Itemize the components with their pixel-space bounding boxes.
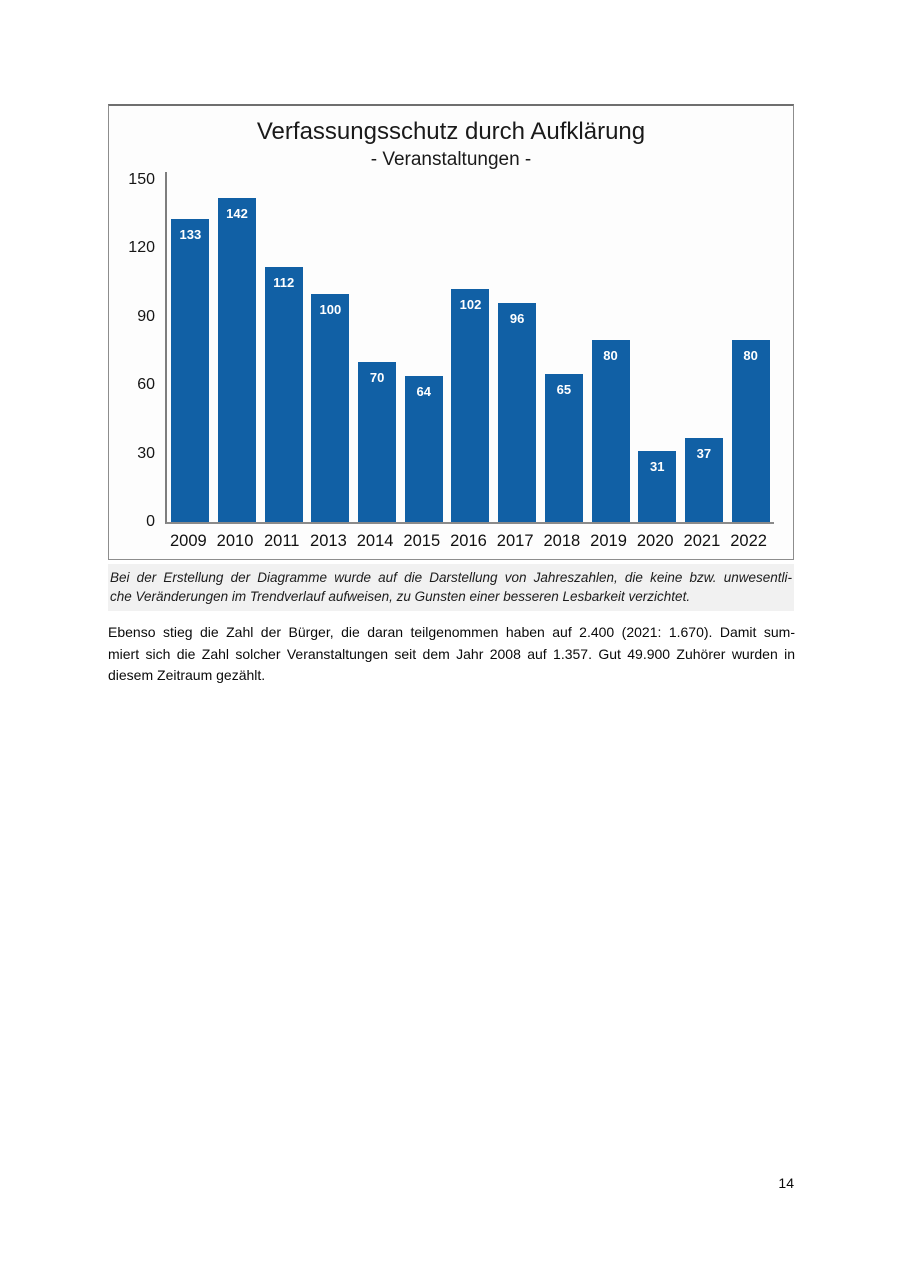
caption-line: che Veränderungen im Trendverlauf aufwei… <box>110 589 691 604</box>
bar-slot: 102 <box>447 289 494 522</box>
bar-slot: 70 <box>354 362 401 522</box>
paragraph-line: Ebenso stieg die Zahl der Bürger, die da… <box>108 624 795 640</box>
bar-2021: 37 <box>684 437 723 522</box>
bar-2014: 70 <box>358 362 397 522</box>
x-axis-label: 2010 <box>216 532 254 550</box>
x-axis-label: 2020 <box>636 532 674 550</box>
bar-value-label: 37 <box>696 445 712 461</box>
x-axis-label: 2016 <box>450 532 487 550</box>
bar-value-label: 80 <box>603 347 618 363</box>
x-axis-label: 2017 <box>496 532 534 550</box>
paragraph-line: diesem Zeitraum gezählt. <box>108 667 266 683</box>
x-axis-label: 2021 <box>683 532 721 550</box>
figure-caption: Bei der Erstellung der Diagramme wurde a… <box>108 564 794 611</box>
bar-2019: 80 <box>591 339 630 522</box>
bar-2022: 80 <box>731 339 770 522</box>
bar-slot: 80 <box>587 339 634 522</box>
bar-slot: 133 <box>167 218 214 522</box>
bars: 133 142 112 100 70 64 102 96 65 80 31 37 80 <box>167 180 774 522</box>
bar-2017: 96 <box>498 303 537 522</box>
bar-slot: 65 <box>541 373 588 522</box>
bar-2010: 142 <box>218 198 257 522</box>
chart-title: Verfassungsschutz durch Aufklärung <box>256 118 646 145</box>
bar-slot: 37 <box>681 437 728 522</box>
x-axis-label: 2014 <box>356 532 394 550</box>
paragraph-line: miert sich die Zahl solcher Veranstaltun… <box>108 645 795 662</box>
bar-value-label: 133 <box>179 226 202 242</box>
bar-2013: 100 <box>311 294 350 522</box>
bar-value-label: 102 <box>459 297 482 313</box>
bar-slot: 112 <box>260 266 307 522</box>
y-axis-label: 150 <box>128 171 155 188</box>
chart-figure: Verfassungsschutz durch Aufklärung - Ver… <box>108 104 794 611</box>
bar-2015: 64 <box>404 376 443 522</box>
page-number: 14 <box>778 1175 794 1191</box>
bar-value-label: 70 <box>369 370 385 386</box>
y-axis-label: 0 <box>146 513 155 530</box>
x-axis-label: 2013 <box>310 532 347 550</box>
bar-slot: 100 <box>307 294 354 522</box>
x-axis-label: 2022 <box>730 532 767 550</box>
bar-chart: Verfassungsschutz durch Aufklärung - Ver… <box>108 104 794 560</box>
bar-value-label: 96 <box>509 311 525 327</box>
x-axis-label: 2011 <box>263 532 300 550</box>
bar-value-label: 64 <box>416 384 432 400</box>
plot-area: 0 30 60 90 120 150 133 142 112 100 70 64 102 96 65 80 31… <box>128 171 774 530</box>
bar-value-label: 31 <box>649 459 665 475</box>
bar-value-label: 142 <box>226 206 248 222</box>
bar-value-label: 100 <box>319 302 342 317</box>
bar-slot: 96 <box>494 303 541 522</box>
bar-2018: 65 <box>544 373 583 522</box>
bar-slot: 31 <box>634 451 681 522</box>
x-axis-labels: 2009 2010 2011 2013 2014 2015 2016 2017 2018 2019… <box>165 532 772 551</box>
bar-2016: 102 <box>451 289 490 522</box>
x-axis-label: 2009 <box>169 532 207 550</box>
bar-value-label: 80 <box>743 347 758 363</box>
bar-slot: 80 <box>727 339 774 522</box>
bar-2011: 112 <box>264 266 303 522</box>
y-axis-label: 90 <box>137 307 155 325</box>
paragraph: Ebenso stieg die Zahl der Bürger, die da… <box>108 622 795 687</box>
x-axis-label: 2015 <box>403 532 441 550</box>
bar-value-label: 65 <box>556 381 572 397</box>
bar-2020: 31 <box>638 451 677 522</box>
y-axis-label: 30 <box>137 444 155 462</box>
bar-slot: 64 <box>400 376 447 522</box>
caption-line: Bei der Erstellung der Diagramme wurde a… <box>110 570 792 585</box>
bar-slot: 142 <box>214 198 261 522</box>
y-axis-label: 120 <box>128 239 155 257</box>
x-axis-label: 2018 <box>543 532 581 550</box>
chart-subtitle: - Veranstaltungen - <box>370 149 532 170</box>
x-axis-label: 2019 <box>590 532 627 550</box>
y-axis-label: 60 <box>137 376 155 394</box>
bar-value-label: 112 <box>273 274 295 290</box>
bar-2009: 133 <box>171 218 210 522</box>
